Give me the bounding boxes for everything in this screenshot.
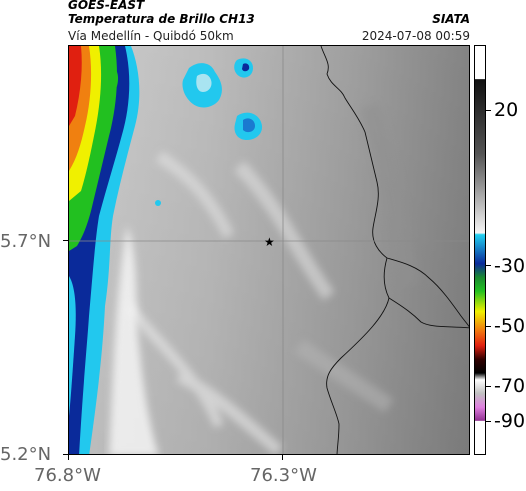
colorbar-tick: [486, 326, 491, 327]
lat-tick: [63, 454, 68, 455]
temperature-colorbar: [474, 45, 486, 455]
cold-cloud-cells: [155, 58, 263, 206]
admin-borders: [320, 46, 469, 454]
colorbar-tick: [486, 265, 491, 266]
lat-label: 5.7°N: [0, 231, 52, 252]
product-title: Temperatura de Brillo CH13: [68, 12, 255, 26]
colorbar-label: -30: [494, 255, 526, 277]
lat-label: 5.2°N: [0, 444, 52, 465]
region-subtitle: Vía Medellín - Quibdó 50km: [68, 29, 234, 43]
colorbar-label: -70: [494, 375, 526, 397]
satellite-map[interactable]: ★: [68, 45, 470, 455]
lat-tick: [63, 240, 68, 241]
timestamp: 2024-07-08 00:59: [361, 29, 470, 43]
cold-cloud-west: [69, 46, 140, 454]
lon-label: 76.3°W: [250, 465, 317, 486]
colorbar-label: -50: [494, 315, 526, 337]
lon-tick: [68, 455, 69, 460]
colorbar-label: 20: [494, 99, 519, 121]
agency-name: SIATA: [432, 12, 470, 26]
lon-label: 76.8°W: [34, 465, 101, 486]
brightness-temperature-field: ★: [69, 46, 469, 454]
star-marker: ★: [264, 235, 275, 249]
crosshair: [69, 46, 469, 454]
colorbar-tick: [486, 386, 491, 387]
colorbar-tick: [486, 110, 491, 111]
satellite-name: GOES-EAST: [68, 0, 145, 12]
colorbar-label: -90: [494, 410, 526, 432]
lon-tick: [282, 455, 283, 460]
colorbar-tick: [486, 421, 491, 422]
